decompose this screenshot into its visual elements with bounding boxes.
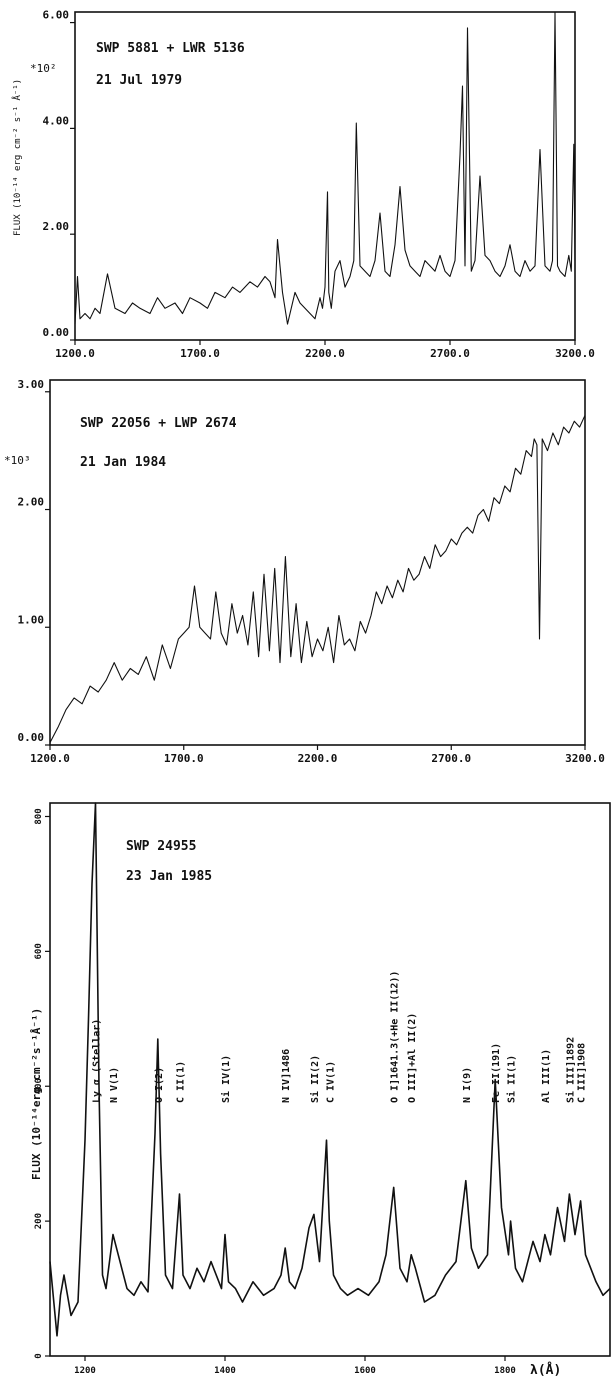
line-id-annotation: N V(1) — [109, 1067, 120, 1103]
y-tick-label: 800 — [34, 808, 44, 824]
x-tick-label: 3200.0 — [555, 347, 595, 360]
x-tick-label: 2200.0 — [298, 752, 338, 765]
x-tick-label: 1800 — [494, 1366, 516, 1376]
y-tick-label: 2.00 — [43, 220, 70, 233]
line-id-annotation: Si IV(1) — [220, 1055, 232, 1103]
chart-title: SWP 5881 + LWR 5136 — [96, 41, 245, 56]
x-tick-label: 1200.0 — [30, 752, 70, 765]
spectrum-panel-1979: 1200.0 1700.0 2200.0 2700.0 3200.0 0.00 2.00 4.… — [11, 9, 595, 360]
line-id-annotation: O I]1641.3(+He II(12)) — [390, 971, 401, 1103]
x-tick-label: 1400 — [214, 1366, 236, 1376]
y-scale-note: *10³ — [4, 454, 31, 467]
y-axis-label: FLUX (10⁻¹⁴ erg cm⁻² s⁻¹ Å⁻¹) — [11, 79, 23, 236]
y-tick-label: 0.00 — [43, 326, 70, 339]
x-tick-label: 3200.0 — [565, 752, 605, 765]
x-tick-label: 2700.0 — [431, 752, 471, 765]
y-tick-label: 6.00 — [43, 9, 70, 22]
line-id-annotation: N I(9) — [462, 1067, 473, 1103]
spectrum-panel-1984: 1200.0 1700.0 2200.0 2700.0 3200.0 0.00 1.00 2.… — [4, 378, 605, 765]
spectrum-panel-1985: 1200 1400 1600 1800 0 200 400 600 800 Ly α (Stel… — [30, 802, 611, 1378]
chart-title: SWP 24955 — [126, 839, 196, 854]
y-tick-label: 600 — [34, 943, 44, 959]
x-tick-label: 1200 — [74, 1366, 96, 1376]
spectrum-trace — [49, 415, 586, 743]
x-tick-label: 2200.0 — [305, 347, 345, 360]
line-id-annotation: Al III(1) — [541, 1049, 552, 1103]
x-axis-label: λ(Å) — [530, 1362, 561, 1378]
line-id-annotation: C II(1) — [176, 1061, 187, 1103]
observation-date: 23 Jan 1985 — [126, 869, 212, 884]
line-id-annotation: Si II(2) — [309, 1055, 321, 1103]
x-tick-label: 1700.0 — [180, 347, 220, 360]
observation-date: 21 Jan 1984 — [80, 455, 166, 470]
chart-title: SWP 22056 + LWP 2674 — [80, 416, 237, 431]
y-tick-label: 0 — [34, 1353, 44, 1358]
line-id-annotation: C IV(1) — [325, 1061, 336, 1103]
x-tick-label: 1700.0 — [164, 752, 204, 765]
x-tick-label: 1600 — [354, 1366, 376, 1376]
y-scale-note: *10² — [30, 62, 57, 75]
line-id-annotation: Si II(1) — [506, 1055, 518, 1103]
y-tick-label: 2.00 — [18, 496, 45, 509]
spectrum-trace — [74, 11, 576, 325]
y-tick-label: 200 — [34, 1213, 44, 1229]
observation-date: 21 Jul 1979 — [96, 73, 182, 88]
line-id-annotation: Si III]1892 — [564, 1037, 576, 1103]
line-id-annotation: N IV]1486 — [281, 1049, 292, 1103]
plot-frame — [49, 802, 611, 1357]
y-tick-label: 4.00 — [43, 114, 70, 127]
y-axis-label: FLUX (10⁻¹⁴erg cm⁻²s⁻¹Å⁻¹) — [30, 1008, 43, 1180]
y-tick-label: 400 — [34, 1078, 44, 1094]
x-tick-label: 2700.0 — [430, 347, 470, 360]
spectrum-trace — [49, 802, 611, 1337]
x-tick-label: 1200.0 — [55, 347, 95, 360]
line-id-annotation: Fe II(191) — [491, 1043, 502, 1103]
y-tick-label: 1.00 — [18, 613, 45, 626]
plot-frame — [49, 379, 586, 746]
y-tick-label: 3.00 — [18, 378, 45, 391]
line-id-annotation: C III]1908 — [577, 1043, 588, 1103]
line-id-annotation: O III]+Al II(2) — [407, 1013, 418, 1103]
line-id-annotation: Ly α (Stellar) — [92, 1019, 103, 1103]
y-tick-label: 0.00 — [18, 731, 45, 744]
